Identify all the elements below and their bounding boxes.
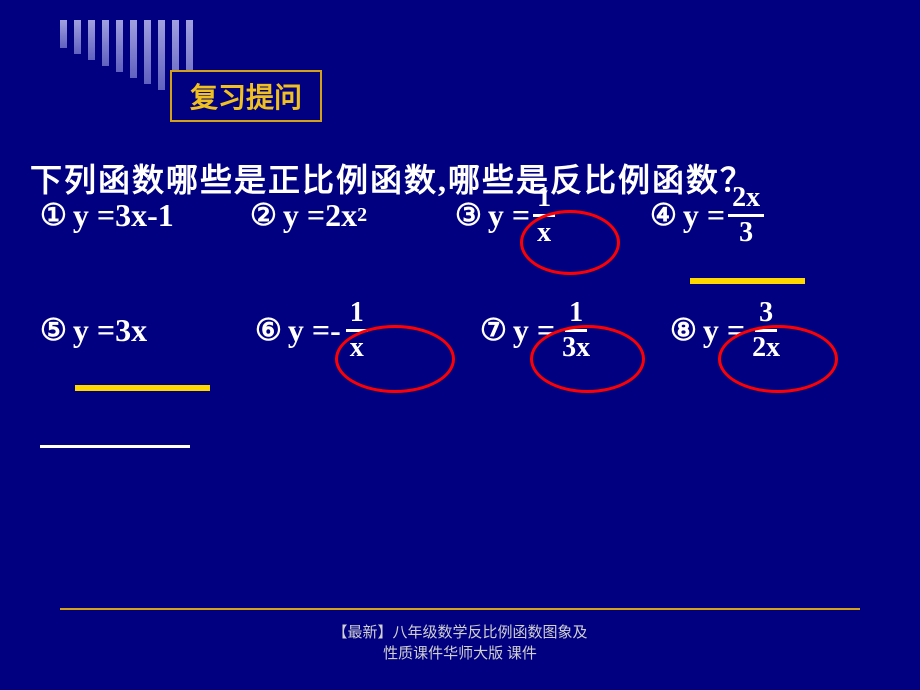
equation-number: ⑥ [255,313,282,348]
question-text: 下列函数哪些是正比例函数,哪些是反比例函数？ [30,155,754,201]
decoration-bar [130,20,137,78]
decoration-bar [102,20,109,66]
equation-left: y = [73,197,115,234]
fraction: 13x [558,299,594,362]
white-underline [40,445,190,448]
fraction-denominator: 2x [748,332,784,362]
equation-number: ⑤ [40,313,67,348]
fraction-denominator: 3 [735,217,757,247]
footer-line2: 性质课件华师大版 课件 [383,646,537,662]
fraction-denominator: 3x [558,332,594,362]
equation-left: y = [683,197,725,234]
section-header-text: 复习提问 [190,83,302,114]
decoration-bar [60,20,67,48]
equation-item: ⑦ y = 13x [480,299,597,362]
negative-sign: - [330,312,341,349]
equation-number: ④ [650,198,677,233]
equation-body: 2x [325,197,357,234]
equation-number: ⑧ [670,313,697,348]
equation-left: y = [283,197,325,234]
footer: 【最新】八年级数学反比例函数图象及 性质课件华师大版 课件 [0,623,920,665]
equation-number: ③ [455,198,482,233]
decoration-bar [158,20,165,90]
equation-item: ① y = 3x-1 [40,197,174,234]
equation-body: 3x [115,312,147,349]
equation-item: ⑥ y = -1x [255,299,371,362]
equation-item: ④ y = 2x3 [650,184,767,247]
highlight-underline [75,385,210,391]
equation-item: ③ y = 1x [455,184,558,247]
fraction: 2x3 [728,184,764,247]
equation-number: ① [40,198,67,233]
decoration-bar [74,20,81,54]
equation-left: y = [513,312,555,349]
footer-line1: 【最新】八年级数学反比例函数图象及 [332,625,587,641]
fraction-numerator: 1 [346,299,368,332]
superscript: 2 [357,204,367,227]
equation-left: y = [488,197,530,234]
section-header: 复习提问 [170,70,322,122]
equation-left: y = [703,312,745,349]
decoration-bar [116,20,123,72]
fraction-numerator: 3 [755,299,777,332]
equation-item: ⑤ y = 3x [40,312,147,349]
fraction-numerator: 1 [565,299,587,332]
equation-body: 3x-1 [115,197,174,234]
equation-left: y = [73,312,115,349]
equation-number: ② [250,198,277,233]
fraction-numerator: 1 [533,184,555,217]
fraction-denominator: x [346,332,368,362]
fraction: 1x [346,299,368,362]
fraction-numerator: 2x [728,184,764,217]
fraction-denominator: x [533,217,555,247]
equation-left: y = [288,312,330,349]
equation-item: ⑧ y = 32x [670,299,787,362]
highlight-underline [690,278,805,284]
decoration-bar [144,20,151,84]
decoration-bar [88,20,95,60]
fraction: 32x [748,299,784,362]
equation-item: ② y = 2x2 [250,197,367,234]
equation-number: ⑦ [480,313,507,348]
fraction: 1x [533,184,555,247]
